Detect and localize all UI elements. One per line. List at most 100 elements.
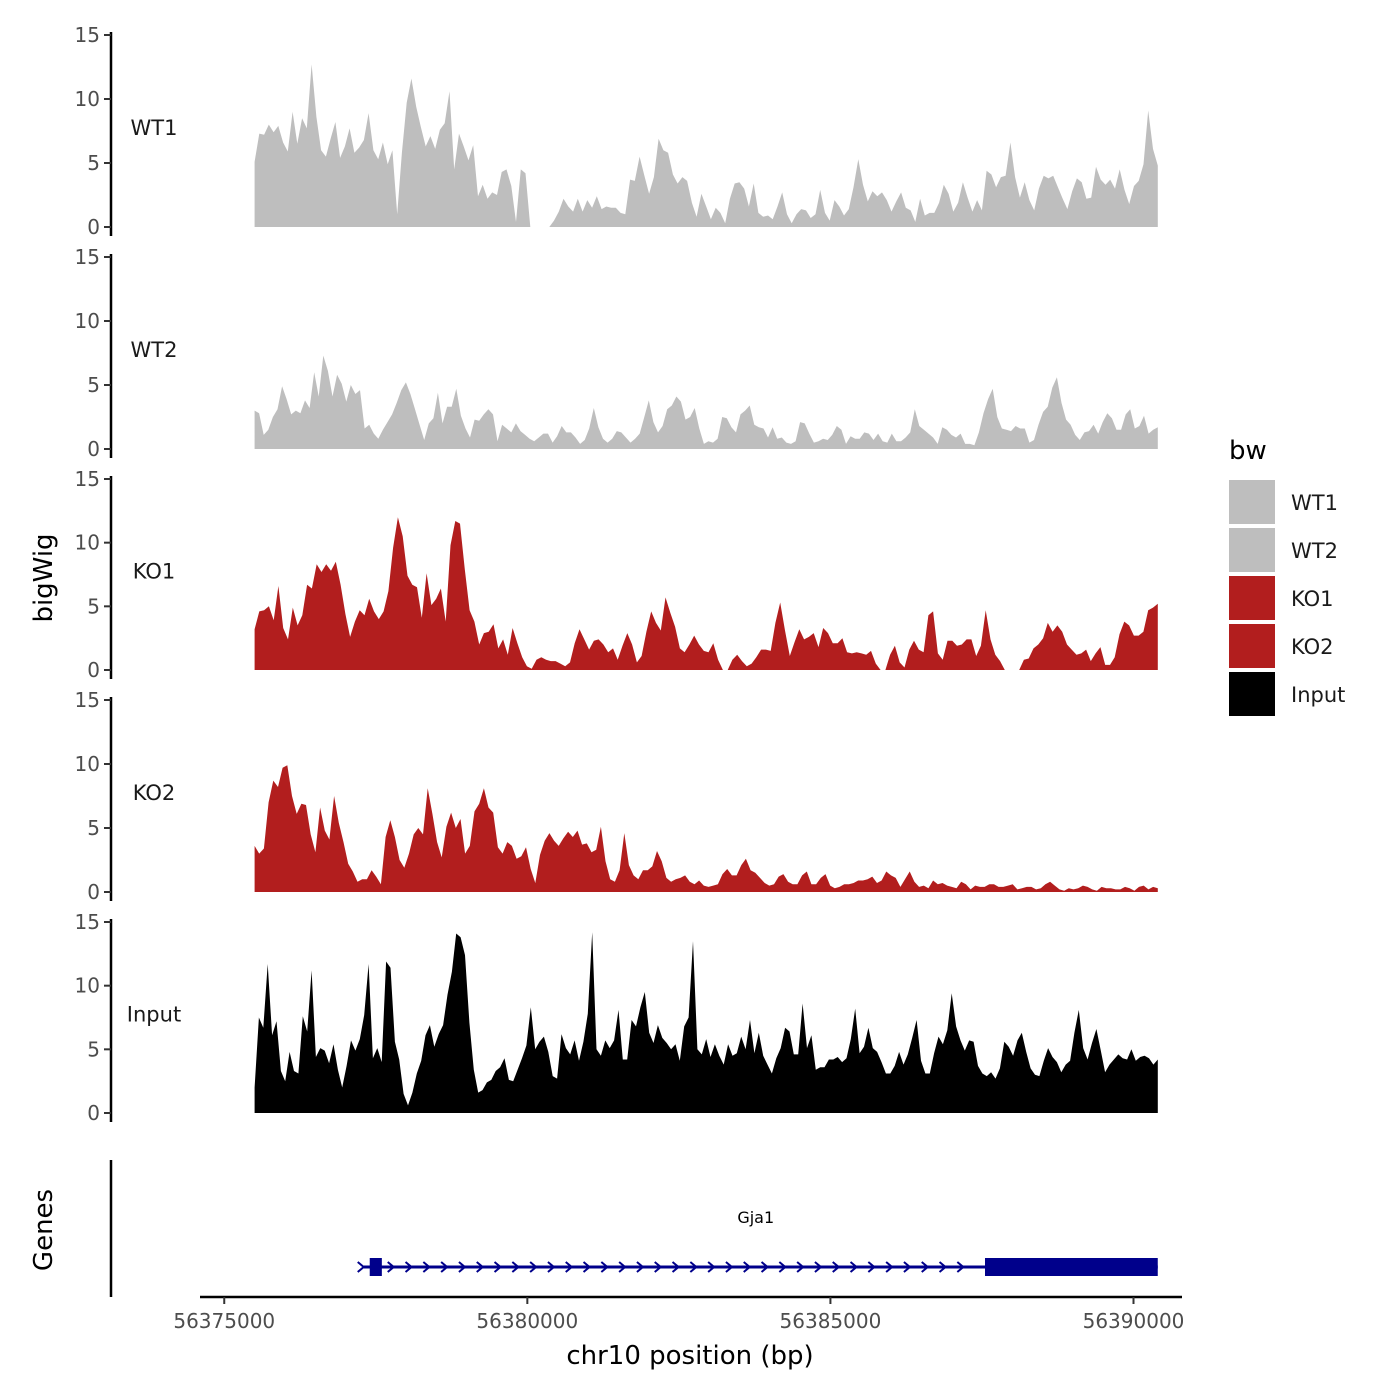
strand-arrow: [725, 1261, 734, 1273]
x-tick-label: 56390000: [1083, 1309, 1185, 1333]
y-tick-label: 15: [75, 245, 100, 269]
area-input: [254, 932, 1158, 1113]
strand-arrow: [565, 1261, 574, 1273]
legend-item-wt1: WT1: [1229, 480, 1338, 524]
y-tick-label: 0: [87, 658, 100, 682]
strand-arrow: [387, 1261, 396, 1273]
strand-arrow: [867, 1261, 876, 1273]
track-wt2: 0 5 10 15 WT2: [75, 245, 1158, 461]
strand-arrow: [440, 1261, 449, 1273]
y-tick-label: 5: [87, 1037, 100, 1061]
gene-panel: Gja1: [109, 1160, 1158, 1297]
track-input: 0 5 10 15 Input: [75, 910, 1158, 1125]
y-axis-title: bigWig: [29, 533, 59, 622]
x-axis-title: chr10 position (bp): [566, 1341, 813, 1371]
strand-arrow: [849, 1261, 859, 1273]
legend-swatch: [1229, 480, 1275, 524]
track-label: Input: [127, 1002, 181, 1026]
x-tick-label: 56385000: [780, 1309, 882, 1333]
y-tick-label: 5: [87, 816, 100, 840]
legend-swatch: [1229, 528, 1275, 572]
gene-exon: [984, 1258, 1158, 1276]
gene-gja1: Gja1: [357, 1208, 1158, 1276]
strand-arrow: [743, 1261, 752, 1273]
y-tick-label: 15: [75, 23, 100, 47]
strand-arrow: [654, 1261, 663, 1273]
strand-arrow: [689, 1261, 698, 1273]
track-label: WT2: [131, 338, 178, 362]
bigwig-tracks: 0 5 10 15 WT1 0 5 10 15 WT2 0 5 10 15 KO1 0 5 10 15 KO2 0 5 10…: [75, 23, 1158, 1125]
y-tick-label: 0: [87, 437, 100, 461]
strand-arrow: [956, 1261, 965, 1273]
legend-item-ko1: KO1: [1229, 576, 1334, 620]
strand-arrow: [903, 1261, 912, 1273]
strand-arrow: [422, 1261, 431, 1273]
legend-label: Input: [1291, 683, 1345, 707]
area-wt1: [254, 64, 1158, 228]
strand-arrow: [636, 1261, 645, 1273]
track-wt1: 0 5 10 15 WT1: [75, 23, 1158, 239]
legend-label: KO2: [1291, 635, 1334, 659]
strand-arrow: [458, 1261, 467, 1273]
strand-arrow: [493, 1261, 503, 1273]
area-ko2: [254, 765, 1158, 892]
legend-label: WT1: [1291, 491, 1338, 515]
legend-swatch: [1229, 576, 1275, 620]
gene-label: Gja1: [737, 1208, 774, 1227]
legend-item-wt2: WT2: [1229, 528, 1338, 572]
y-tick-label: 10: [75, 87, 100, 111]
y-tick-label: 15: [75, 467, 100, 491]
y-tick-label: 10: [75, 752, 100, 776]
strand-arrow: [885, 1261, 894, 1273]
area-ko1: [254, 517, 1158, 670]
legend-swatch: [1229, 672, 1275, 716]
track-label: KO2: [133, 781, 176, 805]
y-tick-label: 15: [75, 910, 100, 934]
legend: bw WT1 WT2 KO1 KO2 Input: [1229, 436, 1345, 716]
y-tick-label: 5: [87, 151, 100, 175]
strand-arrow: [357, 1261, 366, 1273]
track-ko2: 0 5 10 15 KO2: [75, 688, 1158, 904]
y-tick-label: 10: [75, 531, 100, 555]
strand-arrow: [814, 1261, 823, 1273]
strand-arrow: [529, 1261, 538, 1273]
track-ko1: 0 5 10 15 KO1: [75, 467, 1158, 682]
y-tick-label: 0: [87, 1101, 100, 1125]
strand-arrow: [671, 1261, 681, 1273]
y-tick-label: 5: [87, 373, 100, 397]
strand-arrow: [796, 1261, 805, 1273]
genes-axis-title: Genes: [29, 1189, 59, 1271]
y-tick-label: 0: [87, 880, 100, 904]
strand-arrow: [921, 1261, 930, 1273]
legend-item-input: Input: [1229, 672, 1345, 716]
strand-arrow: [404, 1261, 414, 1273]
gene-exon: [369, 1258, 382, 1276]
x-axis: 56375000 56380000 56385000 56390000: [173, 1295, 1185, 1333]
legend-swatch: [1229, 624, 1275, 668]
y-tick-label: 0: [87, 215, 100, 239]
track-label: KO1: [133, 559, 176, 583]
area-wt2: [254, 355, 1158, 449]
strand-arrow: [832, 1261, 841, 1273]
y-tick-label: 5: [87, 594, 100, 618]
legend-item-ko2: KO2: [1229, 624, 1334, 668]
legend-title: bw: [1229, 436, 1267, 466]
strand-arrow: [600, 1261, 609, 1273]
strand-arrow: [778, 1261, 787, 1273]
y-tick-label: 15: [75, 688, 100, 712]
strand-arrow: [511, 1261, 520, 1273]
strand-arrow: [938, 1261, 948, 1273]
y-tick-label: 10: [75, 974, 100, 998]
strand-arrow: [618, 1261, 627, 1273]
x-tick-label: 56375000: [173, 1309, 275, 1333]
x-tick-label: 56380000: [476, 1309, 578, 1333]
legend-label: KO1: [1291, 587, 1334, 611]
strand-arrow: [476, 1261, 485, 1273]
strand-arrow: [582, 1261, 592, 1273]
strand-arrow: [707, 1261, 716, 1273]
strand-arrow: [547, 1261, 556, 1273]
track-label: WT1: [131, 116, 178, 140]
y-tick-label: 10: [75, 309, 100, 333]
strand-arrow: [760, 1261, 770, 1273]
